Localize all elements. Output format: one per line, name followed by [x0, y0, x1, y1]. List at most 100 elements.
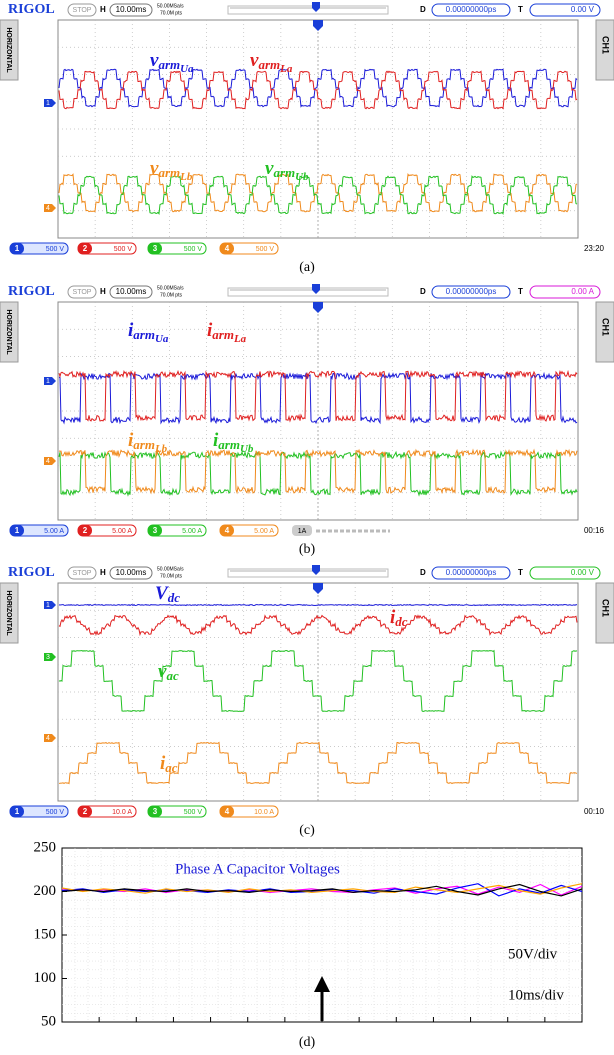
channel-scale: 500 V	[114, 246, 133, 253]
channel-scale: 5.00 A	[112, 528, 132, 535]
points: 70.0M pts	[160, 10, 182, 16]
channel-marker-label: 4	[46, 205, 50, 212]
caption: (a)	[299, 260, 315, 275]
delay: 0.00000000ps	[446, 287, 497, 296]
scope-panel: HORIZONTALCH1RIGOLSTOPH10.00ms50.00MSa/s…	[0, 565, 614, 838]
label-sub: ac	[165, 760, 178, 775]
h-label: H	[100, 287, 106, 296]
label-sub: arm	[212, 327, 234, 342]
timebase: 10.00ms	[116, 568, 147, 577]
y-tick-label: 100	[34, 970, 57, 986]
memory-strip	[228, 288, 388, 296]
chart-title: Phase A Capacitor Voltages	[175, 861, 340, 877]
channel-number: 1	[15, 244, 20, 253]
delay: 0.00000000ps	[446, 5, 497, 14]
extra: 1A	[298, 528, 307, 535]
side-label: HORIZONTAL	[5, 309, 12, 355]
annotation: 10ms/div	[508, 987, 564, 1003]
channel-scale: 500 V	[256, 246, 275, 253]
channel-scale: 500 V	[184, 246, 203, 253]
label-sub: arm	[218, 437, 240, 452]
label-sub: ac	[166, 668, 179, 683]
channel-scale: 5.00 A	[254, 528, 274, 535]
label-index: La	[279, 63, 293, 75]
d-label: D	[420, 568, 426, 577]
channel-scale: 500 V	[46, 246, 65, 253]
sample-rate: 50.00MSa/s	[157, 285, 184, 291]
scope-panel: HORIZONTAL CH1 RIGOL STOP H 10.00ms 50.00MSa/s…	[0, 2, 614, 275]
caption: (c)	[299, 823, 315, 838]
t-label: T	[518, 568, 523, 577]
channel-number: 4	[225, 526, 230, 535]
delay: 0.00000000ps	[446, 568, 497, 577]
side-label: HORIZONTAL	[5, 590, 12, 636]
memory-strip	[228, 569, 388, 577]
page: HORIZONTAL CH1 RIGOL STOP H 10.00ms 50.00MSa/s…	[0, 0, 614, 1055]
clock: 00:10	[584, 807, 605, 816]
scope-panel: HORIZONTAL CH1 RIGOL STOP H 10.00ms 50.00MSa/s…	[0, 284, 614, 557]
clock: 00:16	[584, 526, 605, 535]
side-label: CH1	[601, 318, 611, 336]
annotation: 50V/div	[508, 946, 558, 962]
memory-strip	[228, 6, 388, 14]
channel-scale: 500 V	[46, 809, 65, 816]
label-sub: arm	[273, 165, 295, 180]
clock: 23:20	[584, 244, 605, 253]
channel-scale: 500 V	[184, 809, 203, 816]
trigger-level: 0.00 V	[571, 5, 595, 14]
h-label: H	[100, 5, 106, 14]
trigger-level: 0.00 V	[571, 568, 595, 577]
channel-number: 1	[15, 526, 20, 535]
channel-scale: 10.0 A	[112, 809, 132, 816]
label-sub: dc	[168, 590, 181, 605]
channel-number: 3	[153, 244, 158, 253]
d-label: D	[420, 287, 426, 296]
brand: RIGOL	[8, 2, 55, 17]
timebase: 10.00ms	[116, 5, 147, 14]
label-sub: arm	[133, 327, 155, 342]
label-index: Ua	[155, 333, 169, 345]
h-label: H	[100, 568, 106, 577]
label-sub: arm	[133, 437, 155, 452]
status: STOP	[73, 7, 92, 14]
label-index: La	[233, 333, 247, 345]
t-label: T	[518, 5, 523, 14]
y-tick-label: 200	[34, 883, 57, 899]
y-tick-label: 150	[34, 926, 57, 942]
channel-number: 2	[83, 244, 88, 253]
label-index: Ub	[295, 171, 309, 183]
caption: (b)	[299, 542, 316, 557]
channel-marker-label: 1	[46, 602, 50, 609]
trigger-level: 0.00 A	[571, 287, 594, 296]
points: 70.0M pts	[160, 292, 182, 298]
channel-marker-label: 4	[46, 458, 50, 465]
label-sub: arm	[158, 165, 180, 180]
label-index: Lb	[179, 171, 193, 183]
status: STOP	[73, 289, 92, 296]
channel-number: 4	[225, 807, 230, 816]
side-label: HORIZONTAL	[5, 27, 12, 73]
channel-marker-label: 1	[46, 100, 50, 107]
sample-rate: 50.00MSa/s	[157, 566, 184, 572]
channel-number: 3	[153, 807, 158, 816]
d-label: D	[420, 5, 426, 14]
side-label: CH1	[601, 599, 611, 617]
side-label: CH1	[601, 36, 611, 54]
t-label: T	[518, 287, 523, 296]
label-sub: arm	[158, 57, 180, 72]
caption: (d)	[299, 1035, 316, 1050]
label-sub: dc	[395, 614, 408, 629]
label-sub: arm	[258, 57, 280, 72]
sample-rate: 50.00MSa/s	[157, 3, 184, 9]
channel-number: 2	[83, 807, 88, 816]
y-tick-label: 250	[34, 839, 57, 855]
timebase: 10.00ms	[116, 287, 147, 296]
channel-scale: 5.00 A	[44, 528, 64, 535]
channel-number: 4	[225, 244, 230, 253]
channel-number: 1	[15, 807, 20, 816]
channel-number: 3	[153, 526, 158, 535]
brand: RIGOL	[8, 284, 55, 299]
channel-number: 2	[83, 526, 88, 535]
points: 70.0M pts	[160, 573, 182, 579]
label-index: Ua	[180, 63, 194, 75]
